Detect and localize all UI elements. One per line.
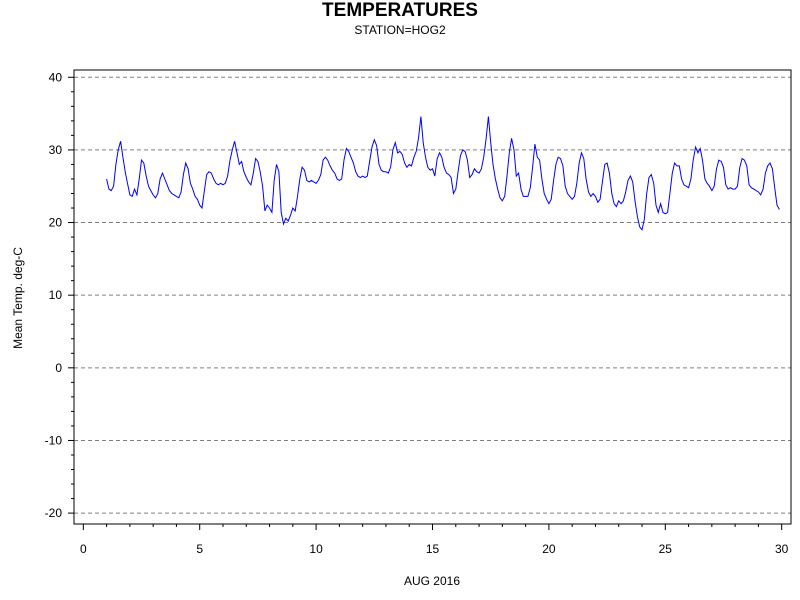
x-tick-label: 25	[659, 542, 673, 556]
x-tick-label: 0	[80, 542, 87, 556]
y-tick-label: -20	[45, 506, 63, 520]
y-tick-label: 40	[49, 70, 63, 84]
y-tick-label: -10	[45, 433, 63, 447]
y-tick-label: 20	[49, 216, 63, 230]
x-axis-label: AUG 2016	[404, 574, 460, 588]
grid-lines	[74, 76, 791, 514]
axis-ticks	[68, 76, 783, 530]
series-line	[106, 116, 780, 231]
y-tick-label: 10	[49, 288, 63, 302]
x-tick-label: 10	[309, 542, 323, 556]
tick-labels: -20 -10 0 10 20 30 40 0 5 10 15 20 25 30	[45, 70, 789, 556]
y-tick-label: 0	[55, 361, 62, 375]
x-tick-label: 30	[775, 542, 789, 556]
x-tick-label: 15	[426, 542, 440, 556]
y-axis-label: Mean Temp. deg-C	[11, 247, 25, 349]
plot-frame	[73, 69, 792, 525]
x-tick-label: 20	[542, 542, 556, 556]
y-tick-label: 30	[49, 143, 63, 157]
x-tick-label: 5	[196, 542, 203, 556]
chart-title: TEMPERATURES	[322, 0, 478, 21]
chart-subtitle: STATION=HOG2	[354, 23, 446, 37]
